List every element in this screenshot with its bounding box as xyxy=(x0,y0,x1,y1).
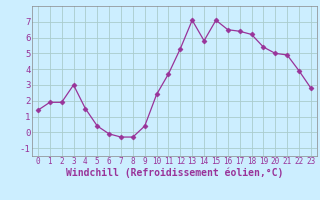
X-axis label: Windchill (Refroidissement éolien,°C): Windchill (Refroidissement éolien,°C) xyxy=(66,168,283,178)
